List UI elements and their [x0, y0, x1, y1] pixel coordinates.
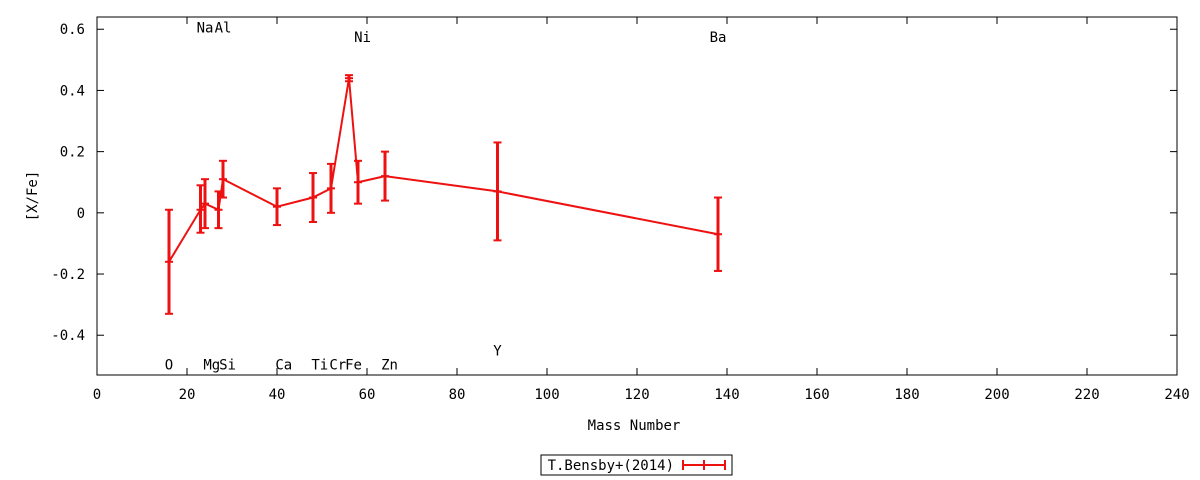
element-label: Si: [219, 357, 236, 373]
y-tick-label: 0.2: [60, 145, 85, 161]
x-tick-label: 120: [624, 387, 649, 403]
element-label: Mg: [203, 357, 220, 373]
axes: [96, 16, 1178, 376]
y-axis-label: [X/Fe]: [25, 171, 41, 222]
series-group: [165, 74, 722, 315]
x-tick-label: 240: [1164, 387, 1189, 403]
element-label: Cr: [329, 357, 346, 373]
y-tick-label: 0.4: [60, 83, 85, 99]
element-label: Al: [215, 21, 232, 37]
x-tick-label: 80: [449, 387, 466, 403]
element-label: Na: [197, 21, 214, 37]
x-tick-label: 160: [804, 387, 829, 403]
x-tick-label: 20: [179, 387, 196, 403]
legend-label: T.Bensby+(2014): [548, 458, 674, 474]
element-label: Fe: [345, 357, 362, 373]
plot-frame: [96, 16, 1178, 376]
series-line: [168, 78, 719, 263]
y-tick-label: -0.4: [51, 328, 85, 344]
x-axis-ticks: 0 20 40 60 80 100 120 140 160 180 200 220 240: [93, 17, 1190, 403]
y-tick-label: 0: [77, 206, 85, 222]
element-label: Ca: [275, 357, 292, 373]
x-axis-label: Mass Number: [588, 418, 681, 434]
x-tick-label: 180: [894, 387, 919, 403]
element-label: Ba: [710, 30, 727, 46]
x-tick-label: 60: [359, 387, 376, 403]
element-label: Ti: [311, 357, 328, 373]
x-tick-label: 40: [269, 387, 286, 403]
y-axis-ticks: -0.4 -0.2 0 0.2 0.4 0.6: [51, 22, 1177, 344]
y-tick-label: -0.2: [51, 267, 85, 283]
element-label: Ni: [354, 30, 371, 46]
x-tick-label: 200: [984, 387, 1009, 403]
y-tick-label: 0.6: [60, 22, 85, 38]
x-tick-label: 100: [534, 387, 559, 403]
element-label: Zn: [381, 357, 398, 373]
element-label: Y: [493, 344, 502, 360]
x-tick-label: 0: [93, 387, 101, 403]
element-label: O: [165, 357, 173, 373]
x-tick-label: 220: [1074, 387, 1099, 403]
legend-box: [540, 454, 733, 476]
x-tick-label: 140: [714, 387, 739, 403]
legend: T.Bensby+(2014): [540, 454, 733, 476]
